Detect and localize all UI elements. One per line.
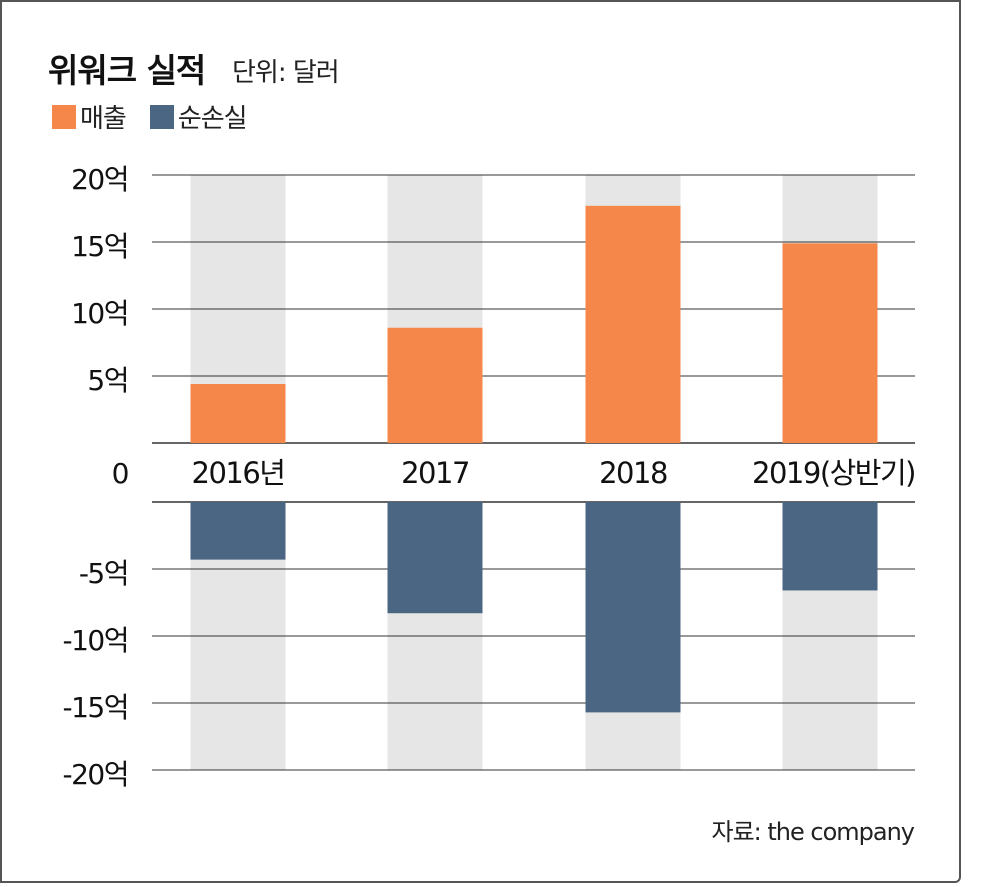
category-label-3: 2019(상반기) [752,456,915,490]
legend-label-revenue: 매출 [80,104,127,134]
legend-item-revenue: 매출 [52,98,127,135]
ytick-bottom-2: -15억 [63,691,129,724]
ytick-bottom-1: -10억 [63,624,129,657]
ytick-top-2: 10억 [71,297,128,330]
source-note: 자료: the company [711,818,915,846]
category-label-1: 2017 [401,456,469,490]
bar-loss-1 [387,502,483,614]
ytick-top-0: 20억 [71,163,128,196]
bar-revenue-1 [387,327,483,443]
bar-loss-3 [782,502,878,591]
bar-revenue-0 [190,384,286,443]
bar-loss-0 [190,502,286,560]
legend-item-loss: 순손실 [149,98,248,135]
legend: 매출 순손실 [52,98,271,135]
bar-loss-2 [585,502,681,713]
unit-label: 단위: 달러 [232,58,340,88]
bar-revenue-2 [585,205,681,443]
ytick-top-4: 0 [112,457,128,490]
ytick-bottom-3: -20억 [63,758,129,791]
chart-title: 위워크 실적 [48,51,206,90]
legend-swatch-revenue [52,104,76,129]
bar-revenue-3 [782,243,878,443]
category-label-2: 2018 [599,456,667,490]
ytick-top-3: 5억 [87,364,128,397]
legend-swatch-loss [149,104,174,129]
ytick-top-1: 15억 [71,230,128,263]
category-label-0: 2016년 [192,456,285,490]
legend-label-loss: 순손실 [177,104,248,134]
ytick-bottom-0: -5억 [79,557,128,590]
